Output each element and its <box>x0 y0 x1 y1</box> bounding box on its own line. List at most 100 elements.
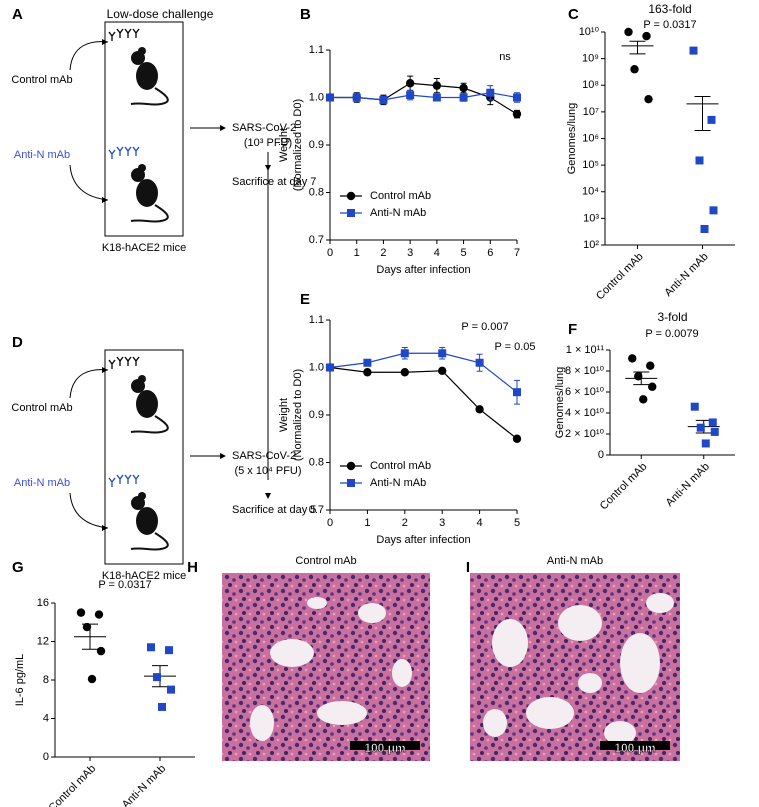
antibody-icon <box>124 28 132 38</box>
marker <box>87 674 97 684</box>
airspace <box>270 639 314 667</box>
legend-marker <box>347 209 355 217</box>
antibody-icon <box>132 146 140 156</box>
antibody-icon <box>108 149 116 159</box>
outcome-label: Sacrifice at day 7 <box>232 176 316 188</box>
x-tick-label: Control mAb <box>46 763 98 807</box>
mouse-body <box>136 62 158 90</box>
y-tick-label: 1.1 <box>309 314 324 326</box>
sem-bar <box>694 95 711 131</box>
airspace <box>492 619 528 667</box>
mouse-ear <box>138 47 146 55</box>
marker <box>701 439 710 448</box>
marker <box>475 358 484 367</box>
scale-bar-label: 100 μm <box>614 741 655 755</box>
airspace <box>307 597 327 609</box>
y-tick-label: 0.9 <box>309 139 324 151</box>
airspace <box>604 721 636 745</box>
mouse-ear <box>138 375 146 383</box>
marker <box>707 115 716 124</box>
legend-label: Anti-N mAb <box>370 207 426 219</box>
marker <box>512 434 522 443</box>
antibody-icon <box>116 356 124 366</box>
panel-letter: E <box>300 291 310 308</box>
group-label: Control mAb <box>11 74 72 86</box>
y-tick-label: 10⁶ <box>582 132 599 144</box>
y-tick-label: 6 × 10¹⁰ <box>565 386 605 398</box>
marker <box>165 646 173 655</box>
antibody-icon <box>124 146 132 156</box>
panel-letter: C <box>568 6 579 23</box>
y-tick-label: 0 <box>43 751 49 763</box>
marker <box>153 673 161 682</box>
antibody-icon <box>132 474 140 484</box>
panel-letter: I <box>466 559 470 576</box>
y-tick-label: 10¹⁰ <box>579 26 600 38</box>
x-tick-label: 3 <box>439 517 445 529</box>
challenge-label: SARS-CoV-2 <box>232 450 296 462</box>
mouse-tail <box>130 204 169 223</box>
marker <box>642 31 651 41</box>
y-tick-label: 10⁸ <box>582 79 599 91</box>
y-tick-label: 1.1 <box>309 44 324 56</box>
mouse-ear <box>138 492 146 500</box>
arrow-head <box>102 367 108 373</box>
mouse-tail <box>130 87 169 106</box>
antibody-icon <box>132 356 140 366</box>
arrow <box>69 369 109 399</box>
marker <box>630 65 639 74</box>
airspace <box>317 701 367 725</box>
marker <box>709 206 718 215</box>
mouse-icon <box>130 375 169 434</box>
annotation: P = 0.05 <box>494 341 535 353</box>
x-tick-label: Anti-N mAb <box>120 763 168 807</box>
arrow-head <box>102 525 108 531</box>
marker <box>363 368 372 377</box>
y-tick-label: 1.0 <box>309 361 324 373</box>
annotation: ns <box>499 51 511 63</box>
series-line <box>329 352 518 393</box>
marker <box>432 93 441 102</box>
marker <box>646 361 655 370</box>
arrow-head <box>102 39 108 45</box>
x-tick-label: 5 <box>461 247 467 259</box>
marker <box>634 372 643 381</box>
marker <box>352 93 361 102</box>
y-tick-label: 10² <box>583 239 599 251</box>
y-tick-label: 10³ <box>583 212 599 224</box>
x-tick-label: 3 <box>407 247 413 259</box>
group-box <box>104 21 184 237</box>
x-axis-label: Days after infection <box>376 264 470 276</box>
marker <box>624 27 633 37</box>
y-tick-label: 12 <box>37 635 49 647</box>
mouse-icon <box>130 47 169 106</box>
marker <box>689 46 698 55</box>
annotation: P = 0.007 <box>461 321 508 333</box>
scale-bar <box>350 741 420 750</box>
marker <box>644 94 653 104</box>
arrow <box>69 164 109 201</box>
y-tick-label: 0.8 <box>309 186 324 198</box>
marker <box>400 349 409 358</box>
y-tick-label: 10⁵ <box>582 159 599 171</box>
antibody-icon <box>116 146 124 156</box>
group-label: Anti-N mAb <box>14 149 70 161</box>
arrow-head <box>220 453 226 459</box>
airspace <box>526 697 574 729</box>
marker <box>432 81 442 90</box>
marker <box>147 643 155 652</box>
y-tick-label: 2 × 10¹⁰ <box>565 428 605 440</box>
airspace <box>620 633 660 693</box>
scale-bar-label: 100 μm <box>364 741 405 755</box>
marker <box>513 93 521 102</box>
group-label: Anti-N mAb <box>14 477 70 489</box>
y-axis-label: Genomes/lung <box>554 367 566 439</box>
antibody-icon <box>124 356 132 366</box>
y-tick-label: 10⁷ <box>583 106 599 118</box>
antibody-icon <box>108 477 116 487</box>
marker <box>326 363 334 372</box>
x-tick-label: 7 <box>514 247 520 259</box>
x-axis-label: Days after infection <box>376 534 470 546</box>
airspace <box>358 603 386 623</box>
marker <box>690 402 699 411</box>
